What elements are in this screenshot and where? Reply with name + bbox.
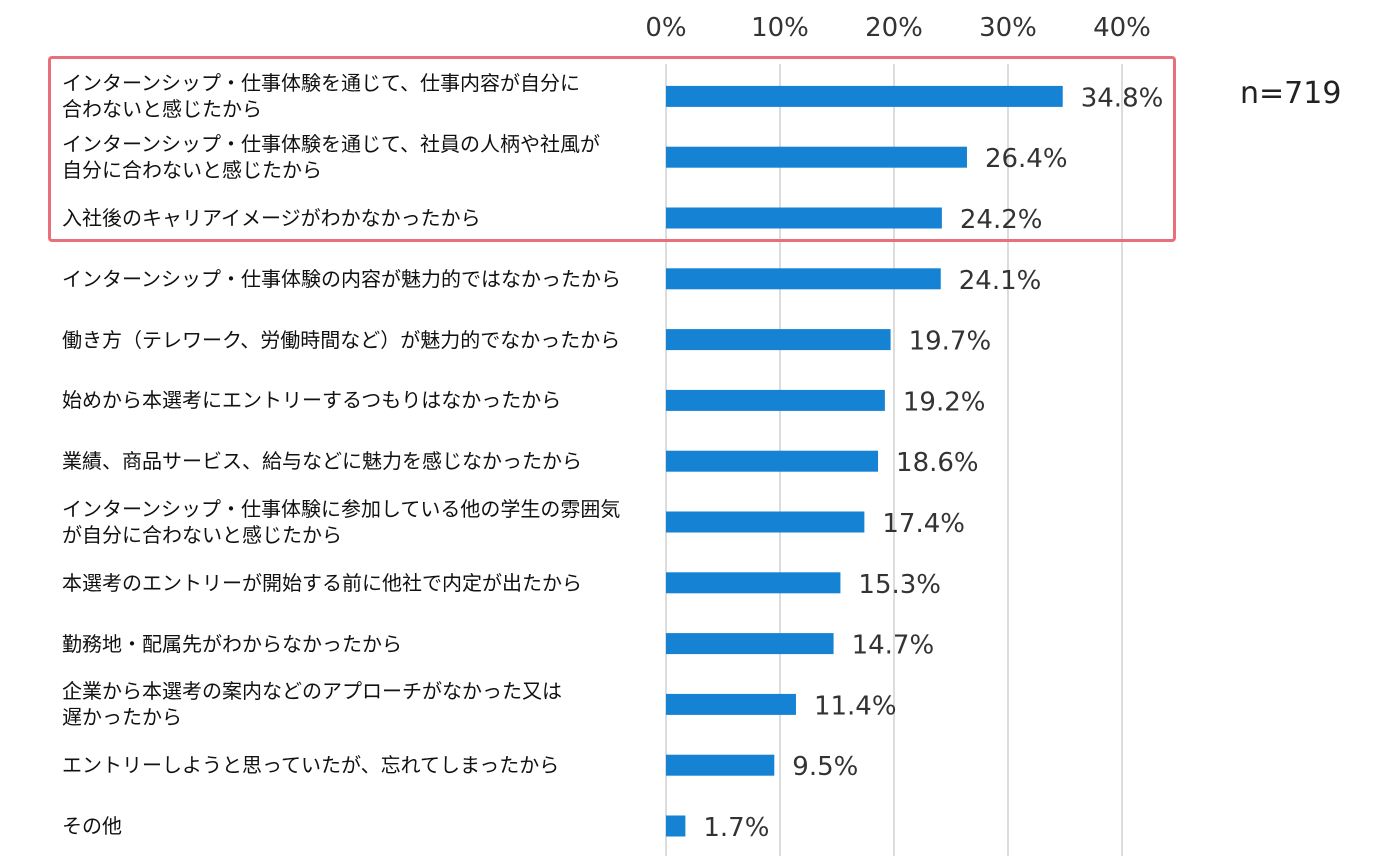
category-label-line: 合わないと感じたから bbox=[62, 97, 262, 122]
value-label: 9.5% bbox=[792, 752, 858, 782]
value-labels: 34.8% 26.4% 24.2% 24.1% 19.7% 19.2% 18.6% 17.4%… bbox=[703, 83, 1163, 843]
bar bbox=[666, 693, 796, 715]
category-label: インターンシップ・仕事体験の内容が魅力的ではなかったから bbox=[62, 266, 652, 292]
bar bbox=[666, 511, 865, 533]
category-label-line: インターンシップ・仕事体験を通じて、社員の人柄や社風が bbox=[62, 132, 600, 157]
category-label-line: インターンシップ・仕事体験の内容が魅力的ではなかったから bbox=[62, 266, 621, 291]
bar bbox=[666, 633, 834, 655]
x-tick-label: 20% bbox=[865, 13, 923, 43]
bar bbox=[666, 268, 941, 290]
x-tick-label: 30% bbox=[979, 13, 1037, 43]
category-label-line: 入社後のキャリアイメージがわかなかったから bbox=[62, 206, 481, 230]
category-label-line: その他 bbox=[62, 814, 122, 838]
category-label: 企業から本選考の案内などのアプローチがなかった又は 遅かったから bbox=[62, 678, 652, 730]
value-label: 24.1% bbox=[959, 266, 1042, 296]
category-label: 業績、商品サービス、給与などに魅力を感じなかったから bbox=[62, 448, 652, 474]
category-label-line: エントリーしようと思っていたが、忘れてしまったから bbox=[62, 753, 560, 778]
value-label: 1.7% bbox=[703, 813, 769, 843]
value-label: 26.4% bbox=[985, 144, 1068, 174]
category-label-line: 本選考のエントリーが開始する前に他社で内定が出たから bbox=[62, 570, 582, 595]
category-label: 入社後のキャリアイメージがわかなかったから bbox=[62, 205, 652, 231]
sample-size-label: n=719 bbox=[1240, 76, 1342, 111]
category-label: 本選考のエントリーが開始する前に他社で内定が出たから bbox=[62, 570, 652, 596]
category-label: 勤務地・配属先がわからなかったから bbox=[62, 631, 652, 657]
category-label: インターンシップ・仕事体験に参加している他の学生の雰囲気 が自分に合わないと感じた… bbox=[62, 496, 652, 548]
category-label-line: 企業から本選考の案内などのアプローチがなかった又は bbox=[62, 679, 562, 704]
bar bbox=[666, 572, 841, 594]
bar bbox=[666, 85, 1063, 107]
bars bbox=[666, 85, 1063, 837]
x-tick-label: 40% bbox=[1093, 13, 1151, 43]
gridlines bbox=[665, 64, 1123, 856]
category-label-line: 自分に合わないと感じたから bbox=[62, 158, 322, 183]
category-label-line: が自分に合わないと感じたから bbox=[62, 523, 342, 547]
value-label: 18.6% bbox=[896, 448, 979, 478]
category-label: インターンシップ・仕事体験を通じて、仕事内容が自分に 合わないと感じたから bbox=[62, 70, 652, 122]
category-label-line: インターンシップ・仕事体験を通じて、仕事内容が自分に bbox=[62, 71, 580, 96]
bar bbox=[666, 389, 885, 411]
category-label-line: インターンシップ・仕事体験に参加している他の学生の雰囲気 bbox=[62, 497, 621, 521]
category-label-line: 始めから本選考にエントリーするつもりはなかったから bbox=[62, 388, 562, 413]
category-label-line: 働き方（テレワーク、労働時間など）が魅力的でなかったから bbox=[62, 327, 621, 352]
value-label: 15.3% bbox=[858, 570, 941, 600]
category-label: 働き方（テレワーク、労働時間など）が魅力的でなかったから bbox=[62, 327, 652, 353]
value-label: 11.4% bbox=[814, 691, 897, 721]
x-tick-label: 0% bbox=[645, 13, 686, 43]
category-label-line: 遅かったから bbox=[62, 705, 182, 730]
value-label: 19.7% bbox=[909, 327, 992, 357]
bar bbox=[666, 815, 686, 837]
category-label-line: 業績、商品サービス、給与などに魅力を感じなかったから bbox=[62, 449, 582, 474]
bar bbox=[666, 329, 891, 351]
bar bbox=[666, 450, 879, 472]
bar bbox=[666, 146, 967, 168]
highlight-box bbox=[48, 56, 1176, 242]
bar bbox=[666, 207, 942, 229]
value-label: 34.8% bbox=[1081, 83, 1164, 113]
category-label: エントリーしようと思っていたが、忘れてしまったから bbox=[62, 752, 652, 778]
category-label: その他 bbox=[62, 813, 652, 839]
category-label: 始めから本選考にエントリーするつもりはなかったから bbox=[62, 387, 652, 413]
value-label: 14.7% bbox=[852, 631, 935, 661]
category-label: インターンシップ・仕事体験を通じて、社員の人柄や社風が 自分に合わないと感じたから bbox=[62, 131, 652, 183]
value-label: 17.4% bbox=[882, 509, 965, 539]
category-label-line: 勤務地・配属先がわからなかったから bbox=[62, 631, 402, 656]
x-tick-label: 10% bbox=[751, 13, 809, 43]
value-label: 24.2% bbox=[960, 205, 1043, 235]
x-axis-ticks: 0% 10% 20% 30% 40% bbox=[645, 13, 1151, 43]
value-label: 19.2% bbox=[903, 387, 986, 417]
bar bbox=[666, 754, 775, 776]
